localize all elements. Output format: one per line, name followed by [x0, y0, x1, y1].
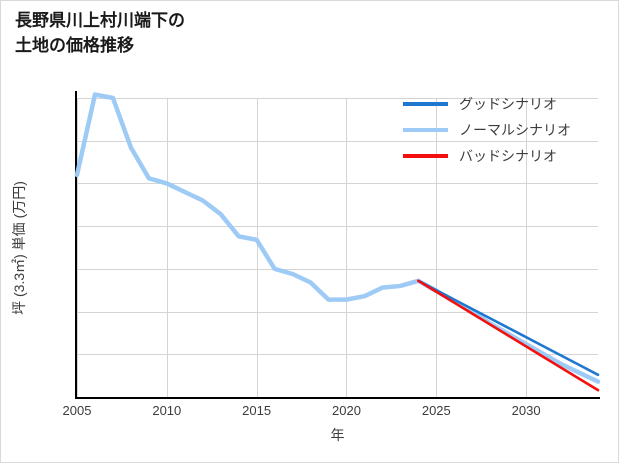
- gridline-vertical: [346, 98, 348, 397]
- gridline-vertical: [436, 98, 438, 397]
- x-axis-tick-label: 2030: [511, 403, 541, 418]
- x-axis-tick-label: 2010: [152, 403, 182, 418]
- x-axis-tick-label: 2025: [421, 403, 451, 418]
- legend-item-good[interactable]: グッドシナリオ: [403, 91, 603, 117]
- legend-label-normal: ノーマルシナリオ: [459, 122, 571, 138]
- x-axis-line: [75, 397, 600, 399]
- legend-label-bad: バッドシナリオ: [459, 148, 557, 164]
- gridline-vertical: [526, 98, 528, 397]
- y-axis-title-text: 坪 (3.3㎡) 単価 (万円): [11, 180, 27, 315]
- gridline-vertical: [166, 98, 168, 397]
- legend-label-good: グッドシナリオ: [459, 96, 557, 112]
- gridline-horizontal: [77, 226, 598, 228]
- legend-swatch-good: [403, 102, 448, 106]
- gridline-horizontal: [77, 140, 598, 142]
- legend-item-bad[interactable]: バッドシナリオ: [403, 143, 603, 169]
- legend: グッドシナリオ ノーマルシナリオ バッドシナリオ: [403, 91, 603, 169]
- gridline-vertical: [256, 98, 258, 397]
- series-lines: [74, 92, 601, 392]
- y-axis-title: 坪 (3.3㎡) 単価 (万円): [9, 98, 29, 397]
- legend-swatch-normal: [403, 128, 448, 132]
- series-line: [74, 92, 601, 384]
- gridline-horizontal: [77, 354, 598, 356]
- gridline-vertical: [77, 98, 78, 397]
- plot-area: 0.250.500.751.001.251.501.752.0020052010…: [63, 91, 601, 418]
- y-axis-line: [75, 91, 77, 398]
- plot-gridlines: [77, 98, 598, 398]
- x-axis-tick-label: 2015: [242, 403, 272, 418]
- x-axis-tick-label: 2020: [332, 403, 361, 418]
- series-line: [417, 279, 600, 392]
- chart-title: 長野県川上村川端下の 土地の価格推移: [15, 11, 185, 55]
- x-axis-title: 年: [330, 427, 345, 443]
- legend-swatch-bad: [403, 154, 448, 158]
- x-axis-tick-label: 2005: [62, 403, 92, 418]
- gridline-horizontal: [77, 268, 598, 270]
- legend-item-normal[interactable]: ノーマルシナリオ: [403, 117, 603, 143]
- gridline-horizontal: [77, 98, 598, 99]
- gridline-horizontal: [77, 183, 598, 185]
- series-line: [417, 279, 600, 377]
- gridline-horizontal: [77, 311, 598, 313]
